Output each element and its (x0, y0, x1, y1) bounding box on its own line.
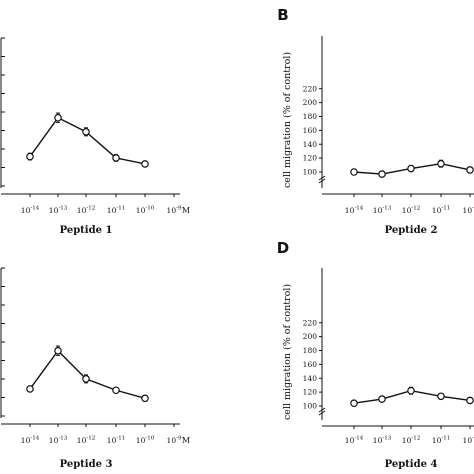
panel-b: 100 120 140 160 180 200 220 cell migration (% o… (277, 6, 474, 236)
x-unit-label: M (182, 436, 190, 445)
data-point (437, 159, 445, 168)
data-point (141, 394, 149, 403)
x-tick-label: 10-11 (107, 206, 125, 216)
data-point (141, 160, 149, 168)
data-point (407, 386, 415, 395)
x-tick-label: 10-12 (77, 436, 95, 446)
x-tick-label: 10-9 (167, 206, 182, 216)
data-point (378, 395, 386, 403)
data-point (82, 375, 90, 383)
y-tick-label: 140 (303, 374, 318, 383)
panel-c: 10-14 10-13 10-12 10-11 10-10 10-9 M Peptide 3 (0, 267, 190, 470)
y-axis-label: cell migration (% of control) (282, 52, 293, 188)
y-tick-label: 180 (303, 346, 318, 355)
y-tick-label: 160 (303, 360, 318, 369)
x-tick-label: 10-11 (432, 206, 450, 216)
data-point (350, 399, 358, 408)
x-tick-label: 10-11 (107, 436, 125, 446)
x-tick-label: 10-12 (402, 206, 420, 216)
y-tick-label: 160 (303, 126, 318, 135)
axis-break-mark (318, 178, 326, 184)
y-tick-label: 120 (303, 388, 318, 397)
axis-break-mark (318, 410, 326, 416)
y-tick-label: 220 (303, 318, 318, 327)
x-tick-label: 10-13 (373, 436, 392, 446)
y-tick-label: 180 (303, 112, 318, 121)
data-point (350, 168, 358, 176)
panel-d: 100 120 140 160 180 200 220 cell migration (% o… (277, 239, 474, 470)
x-tick-label: 10-14 (345, 436, 364, 446)
panel-letter: B (277, 6, 288, 24)
data-point (407, 164, 415, 173)
x-unit-label: M (182, 206, 190, 215)
y-tick-label: 220 (303, 84, 318, 93)
data-point (26, 152, 34, 161)
data-point (54, 113, 62, 122)
y-tick-label: 200 (303, 98, 318, 107)
x-tick-label: 10-12 (402, 436, 420, 446)
x-tick-label: 10-1 (463, 436, 474, 446)
y-tick-label: 100 (303, 402, 318, 411)
axis-break-mark (318, 175, 326, 181)
panel-title: Peptide 2 (385, 225, 438, 236)
data-point (112, 386, 120, 395)
x-tick-label: 10-13 (49, 206, 68, 216)
panel-title: Peptide 4 (385, 459, 438, 470)
x-tick-label: 10-14 (345, 206, 364, 216)
y-axis-label: cell migration (% of control) (282, 284, 293, 420)
x-tick-label: 10-11 (432, 436, 450, 446)
x-tick-label: 10-10 (136, 436, 155, 446)
x-tick-label: 10-1 (463, 206, 474, 216)
x-tick-label: 10-14 (21, 206, 40, 216)
y-tick-label: 200 (303, 332, 318, 341)
data-point (378, 170, 386, 178)
x-tick-label: 10-10 (136, 206, 155, 216)
data-point (466, 166, 474, 174)
x-tick-label: 10-13 (373, 206, 392, 216)
x-tick-label: 10-13 (49, 436, 68, 446)
y-tick-label: 100 (303, 168, 318, 177)
data-point (82, 128, 90, 136)
data-point (466, 396, 474, 405)
panel-letter: D (277, 239, 289, 257)
y-tick-label: 140 (303, 140, 318, 149)
x-tick-label: 10-12 (77, 206, 95, 216)
data-point (54, 346, 62, 355)
data-point (112, 154, 120, 162)
x-tick-label: 10-9 (167, 436, 182, 446)
axis-break-mark (318, 407, 326, 413)
panel-title: Peptide 3 (60, 459, 113, 470)
x-tick-label: 10-14 (21, 436, 40, 446)
series-line (29, 116, 146, 165)
panel-title: Peptide 1 (60, 225, 113, 236)
data-point (437, 392, 445, 401)
data-point (26, 385, 34, 393)
y-tick-label: 120 (303, 154, 318, 163)
panel-a: 10-14 10-13 10-12 10-11 10-10 10-9 M Peptide 1 (0, 37, 190, 236)
